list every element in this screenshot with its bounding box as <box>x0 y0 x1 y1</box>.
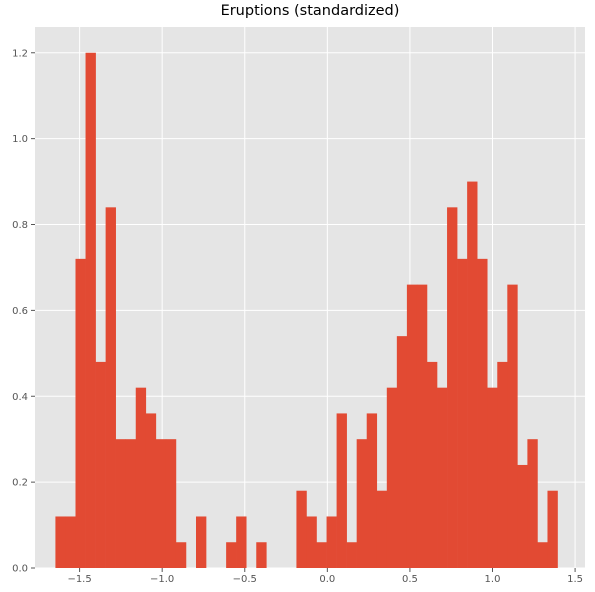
histogram-bar <box>125 439 137 568</box>
histogram-bar <box>95 361 106 568</box>
histogram-bar <box>155 439 167 568</box>
histogram-bar <box>336 413 347 568</box>
histogram-bar <box>296 490 307 568</box>
histogram-bar <box>447 207 458 569</box>
histogram-bar <box>396 336 408 568</box>
histogram-bar <box>226 542 237 568</box>
histogram-bar <box>457 258 468 568</box>
y-tick-label: 0.8 <box>12 220 28 231</box>
histogram-bar <box>175 542 187 568</box>
histogram-bar <box>105 207 116 569</box>
histogram-bar <box>346 542 357 568</box>
histogram-bar <box>487 387 498 568</box>
histogram-bar <box>386 387 398 568</box>
x-tick-label: −0.5 <box>233 574 257 585</box>
x-tick-label: −1.0 <box>150 574 174 585</box>
histogram-bar <box>416 284 428 568</box>
chart-title: Eruptions (standardized) <box>220 3 400 19</box>
histogram-bar <box>85 52 96 569</box>
histogram-bar <box>256 542 267 568</box>
histogram-bar <box>366 413 378 568</box>
x-tick-label: −1.5 <box>67 574 91 585</box>
histogram-bar <box>135 387 147 568</box>
histogram-bar <box>376 490 388 568</box>
histogram-bar <box>406 284 418 568</box>
histogram-bar <box>356 439 368 568</box>
histogram-bar <box>426 361 438 568</box>
y-tick-label: 1.0 <box>12 134 28 145</box>
histogram-bar <box>467 181 478 569</box>
histogram-bar <box>75 258 86 568</box>
histogram-bar <box>236 516 247 568</box>
histogram-bar <box>517 464 528 568</box>
histogram-bar <box>165 439 177 568</box>
y-tick-label: 0.4 <box>12 392 28 403</box>
histogram-bar <box>65 516 76 568</box>
x-tick-label: 0.5 <box>402 574 418 585</box>
y-tick-label: 1.2 <box>12 48 28 59</box>
histogram-bar <box>437 387 448 568</box>
histogram-bar <box>547 490 558 568</box>
histogram-bar <box>326 516 337 568</box>
histogram-bar <box>115 439 127 568</box>
histogram-bar <box>527 439 538 568</box>
y-tick-label: 0.2 <box>12 478 28 489</box>
histogram-bar <box>507 284 518 568</box>
x-tick-label: 1.0 <box>485 574 501 585</box>
histogram-bar <box>55 516 66 568</box>
x-tick-label: 0.0 <box>319 574 335 585</box>
histogram-bar <box>497 361 508 568</box>
histogram-bar <box>316 542 327 568</box>
histogram-bar <box>537 542 548 568</box>
histogram-bar <box>477 258 488 568</box>
x-tick-label: 1.5 <box>567 574 583 585</box>
y-tick-label: 0.6 <box>12 306 28 317</box>
histogram-bar <box>145 413 157 568</box>
histogram-bar <box>306 516 317 568</box>
histogram-bar <box>196 516 207 568</box>
y-tick-label: 0.0 <box>12 564 28 575</box>
